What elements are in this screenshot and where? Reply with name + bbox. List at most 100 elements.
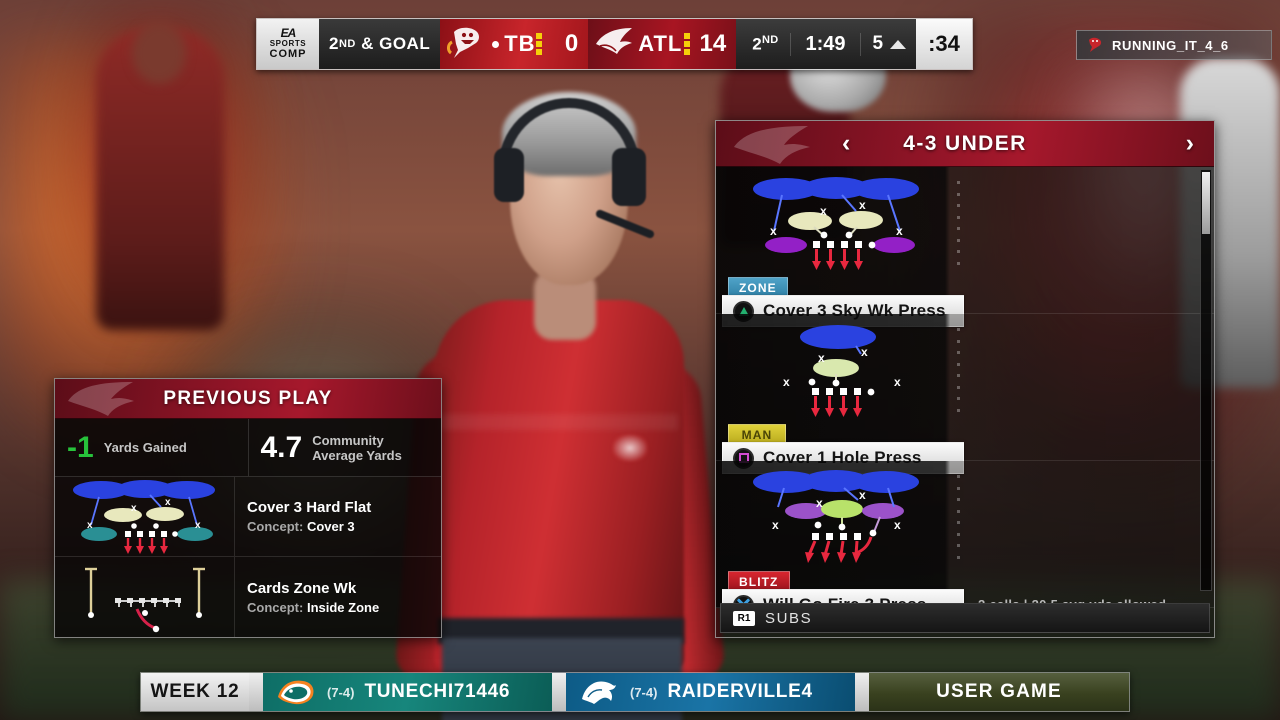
concept-value: Cover 3	[306, 519, 355, 534]
falcons-logo	[592, 24, 638, 64]
ea-logo-text: EA	[280, 26, 297, 40]
subs-footer-bar[interactable]: R1 SUBS	[720, 603, 1210, 633]
dolphins-record: (7-4)	[327, 684, 355, 700]
buccaneers-logo	[1085, 36, 1105, 54]
previous-play-defense-row: x x x x Cover 3 Hard Flat	[55, 477, 441, 557]
community-average-stat: 4.7 Community Average Yards	[247, 419, 442, 476]
away-timeouts	[536, 33, 543, 55]
concept-label: Concept:	[247, 519, 304, 534]
game-clock: 1:49	[790, 32, 861, 56]
previous-play-defense-info: Cover 3 Hard Flat Concept: Cover 3	[235, 477, 441, 556]
lions-logo	[578, 675, 620, 709]
dolphins-player-name: TUNECHI71446	[364, 681, 511, 702]
community-average-label: Community Average Yards	[312, 433, 402, 463]
previous-play-name: Cover 3 Hard Flat	[247, 499, 372, 516]
play-option-row[interactable]: x x x x	[716, 461, 1214, 621]
previous-play-title: PREVIOUS PLAY	[163, 387, 333, 409]
scorebug: EA SPORTS COMP 2 ND & GOAL TB 0	[256, 18, 973, 70]
down-and-distance: 2 ND & GOAL	[319, 19, 441, 69]
community-average-value: 4.7	[260, 430, 303, 464]
buccaneers-logo	[444, 24, 490, 64]
play-clock: :34	[916, 19, 972, 69]
coach-shirt-stripe	[440, 414, 678, 430]
svg-text:x: x	[783, 375, 790, 389]
lions-player-name: RAIDERVILLE4	[667, 681, 813, 702]
down-suffix: ND	[338, 38, 356, 50]
svg-text:x: x	[165, 497, 171, 508]
sideline-person-left-head	[132, 22, 186, 84]
possession-indicator	[492, 40, 500, 48]
prev-formation-button[interactable]: ‹	[842, 129, 851, 157]
coach-torso	[434, 300, 684, 670]
ticker-game-lions: (7-4) RAIDERVILLE4	[566, 673, 855, 711]
previous-play-name: Cards Zone Wk	[247, 579, 357, 597]
concept-label: Concept:	[247, 599, 304, 615]
svg-text:x: x	[87, 520, 93, 531]
community-average-label-line2: Average Yards	[312, 447, 402, 463]
bottom-ticker: WEEK 12 (7-4) TUNECHI71446	[140, 672, 1130, 712]
clock-block: 2ND 1:49 5	[736, 19, 917, 69]
route-depth-markers	[952, 173, 964, 273]
comp-logo-text: COMP	[269, 48, 307, 60]
home-team-abbr: ATL	[638, 31, 683, 56]
home-team-block: ATL 14	[588, 19, 737, 69]
playcall-header: ‹ 4-3 UNDER ›	[716, 121, 1214, 167]
route-depth-markers	[952, 320, 964, 420]
concept-value: Inside Zone	[306, 599, 380, 615]
svg-text:x: x	[894, 518, 901, 532]
ticker-game-dolphins: (7-4) TUNECHI71446	[263, 673, 552, 711]
previous-play-offense-row: Cards Zone Wk Concept: Inside Zone	[55, 557, 441, 637]
away-team-score: 0	[564, 30, 579, 57]
network-number: 5	[872, 33, 884, 54]
svg-text:x: x	[894, 375, 901, 389]
ticker-divider	[552, 673, 566, 711]
svg-text:x: x	[859, 198, 866, 212]
next-formation-button[interactable]: ›	[1185, 129, 1194, 157]
player-gamertag-pill: RUNNING_IT_4_6	[1076, 30, 1272, 60]
previous-play-defense-art: x x x x	[55, 477, 235, 556]
formation-title: 4-3 UNDER	[903, 131, 1027, 155]
playcall-panel: ‹ 4-3 UNDER ›	[715, 120, 1215, 638]
previous-play-concept: Concept: Cover 3	[247, 519, 441, 534]
down-number: 2	[329, 34, 339, 53]
quarter-indicator: 2ND	[740, 34, 790, 55]
week-label: WEEK 12	[141, 673, 249, 711]
quarter-number: 2	[752, 34, 762, 54]
svg-text:x: x	[859, 488, 866, 502]
away-team-abbr: TB	[504, 31, 536, 56]
previous-play-stats: -1 Yards Gained 4.7 Community Average Ya…	[55, 419, 441, 477]
play-option-row[interactable]: x x x x	[716, 314, 1214, 474]
yards-gained-value: -1	[67, 430, 94, 464]
playcall-scrollbar[interactable]	[1200, 169, 1212, 591]
coach-figure	[394, 62, 728, 720]
svg-text:x: x	[770, 224, 777, 238]
play-art-cover1-hole: x x x x	[728, 320, 946, 420]
home-team-score: 14	[699, 30, 727, 57]
subs-label: SUBS	[765, 609, 813, 627]
svg-text:x: x	[816, 496, 823, 510]
coach-headset-earcup-left	[494, 148, 524, 202]
coach-team-logo	[612, 434, 648, 462]
playcall-list: x x x x	[716, 167, 1214, 621]
previous-play-offense-info: Cards Zone Wk Concept: Inside Zone	[235, 557, 441, 637]
network-indicator: 5	[861, 33, 913, 55]
away-team-block: TB 0	[440, 19, 589, 69]
gamertag-label: RUNNING_IT_4_6	[1112, 37, 1229, 53]
lions-record: (7-4)	[630, 684, 658, 700]
play-art-will-go-fire3: x x x x	[728, 467, 946, 567]
previous-play-concept: Concept: Inside Zone	[247, 600, 441, 615]
ticker-divider	[249, 673, 263, 711]
previous-play-offense-art	[55, 557, 235, 637]
svg-text:x: x	[131, 503, 137, 514]
yards-gained-stat: -1 Yards Gained	[55, 419, 248, 476]
svg-text:x: x	[195, 520, 201, 531]
dolphins-logo	[275, 675, 317, 709]
r1-button-icon: R1	[733, 610, 755, 626]
play-option-row[interactable]: x x x x	[716, 167, 1214, 327]
svg-text:x: x	[818, 351, 825, 365]
svg-text:x: x	[861, 345, 868, 359]
scrollbar-thumb[interactable]	[1202, 172, 1210, 234]
ticker-divider	[855, 673, 869, 711]
user-game-label: USER GAME	[869, 673, 1129, 711]
